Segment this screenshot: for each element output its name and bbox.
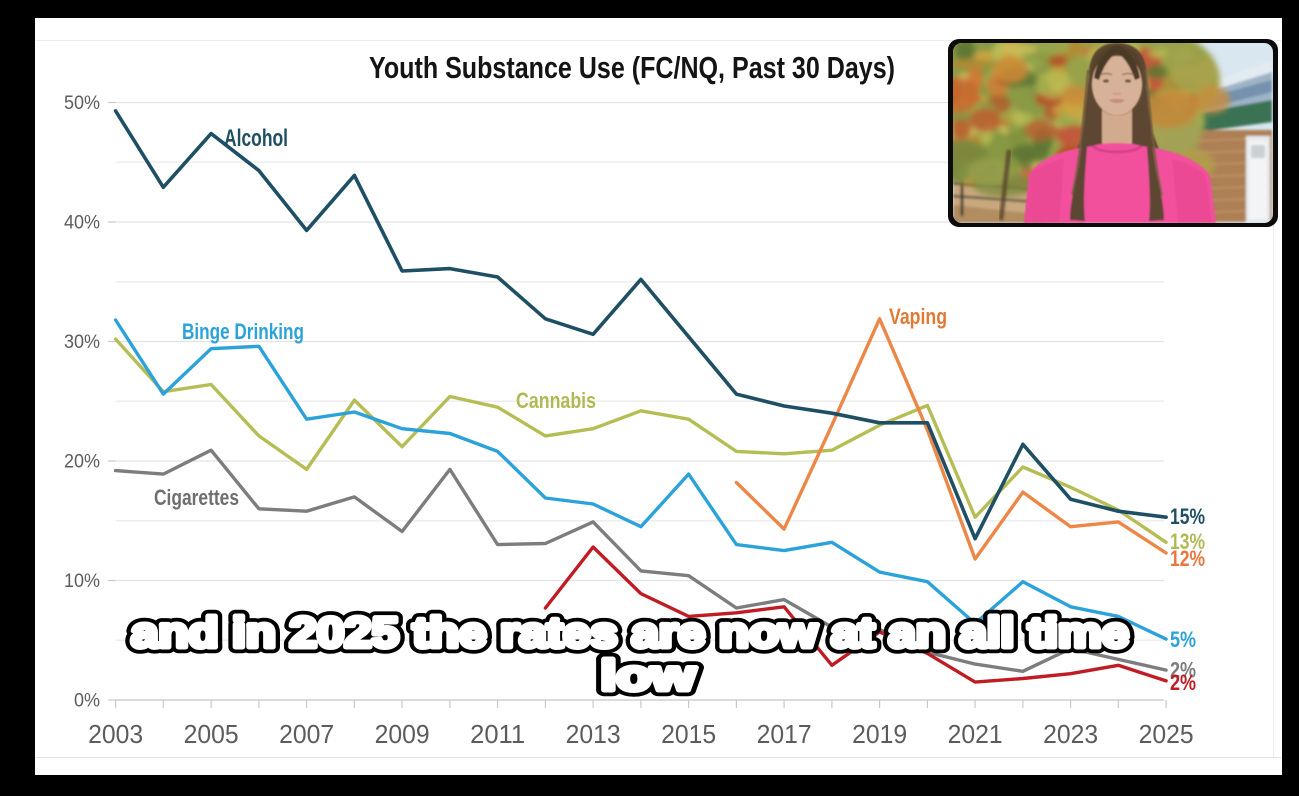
svg-text:0%: 0%: [74, 691, 100, 712]
svg-text:2007: 2007: [279, 719, 334, 749]
svg-text:2%: 2%: [1170, 658, 1196, 683]
svg-text:Alcohol: Alcohol: [224, 125, 288, 152]
svg-text:low: low: [601, 653, 697, 700]
svg-text:2011: 2011: [470, 719, 525, 749]
svg-text:2021: 2021: [948, 719, 1003, 749]
svg-text:low: low: [601, 653, 697, 700]
svg-text:30%: 30%: [64, 332, 100, 353]
svg-text:5%: 5%: [1170, 627, 1196, 652]
svg-text:15%: 15%: [1170, 504, 1205, 529]
svg-text:2005: 2005: [184, 719, 239, 749]
svg-text:2009: 2009: [375, 719, 430, 749]
svg-text:Cigarettes: Cigarettes: [154, 485, 239, 510]
svg-text:Binge Drinking: Binge Drinking: [182, 319, 304, 344]
svg-text:2%: 2%: [1170, 670, 1196, 695]
svg-text:2025: 2025: [1139, 719, 1194, 749]
svg-text:40%: 40%: [64, 213, 100, 234]
svg-text:2017: 2017: [757, 719, 812, 749]
svg-text:Youth Substance Use (FC/NQ, Pa: Youth Substance Use (FC/NQ, Past 30 Days…: [369, 51, 895, 85]
svg-text:13%: 13%: [1170, 529, 1205, 554]
svg-text:and in 2025 the rates are now: and in 2025 the rates are now at an all …: [131, 610, 1129, 657]
svg-text:2015: 2015: [661, 719, 716, 749]
svg-text:12%: 12%: [1170, 546, 1205, 571]
svg-text:2003: 2003: [88, 719, 143, 749]
svg-text:and in 2025 the rates are now: and in 2025 the rates are now at an all …: [131, 610, 1129, 657]
svg-text:2019: 2019: [852, 719, 907, 749]
svg-text:20%: 20%: [64, 452, 100, 473]
svg-text:2013: 2013: [566, 719, 621, 749]
svg-text:Cannabis: Cannabis: [516, 388, 596, 413]
svg-text:10%: 10%: [64, 571, 100, 592]
svg-text:Vaping: Vaping: [889, 304, 947, 329]
svg-text:2023: 2023: [1043, 719, 1098, 749]
svg-text:50%: 50%: [64, 93, 100, 114]
